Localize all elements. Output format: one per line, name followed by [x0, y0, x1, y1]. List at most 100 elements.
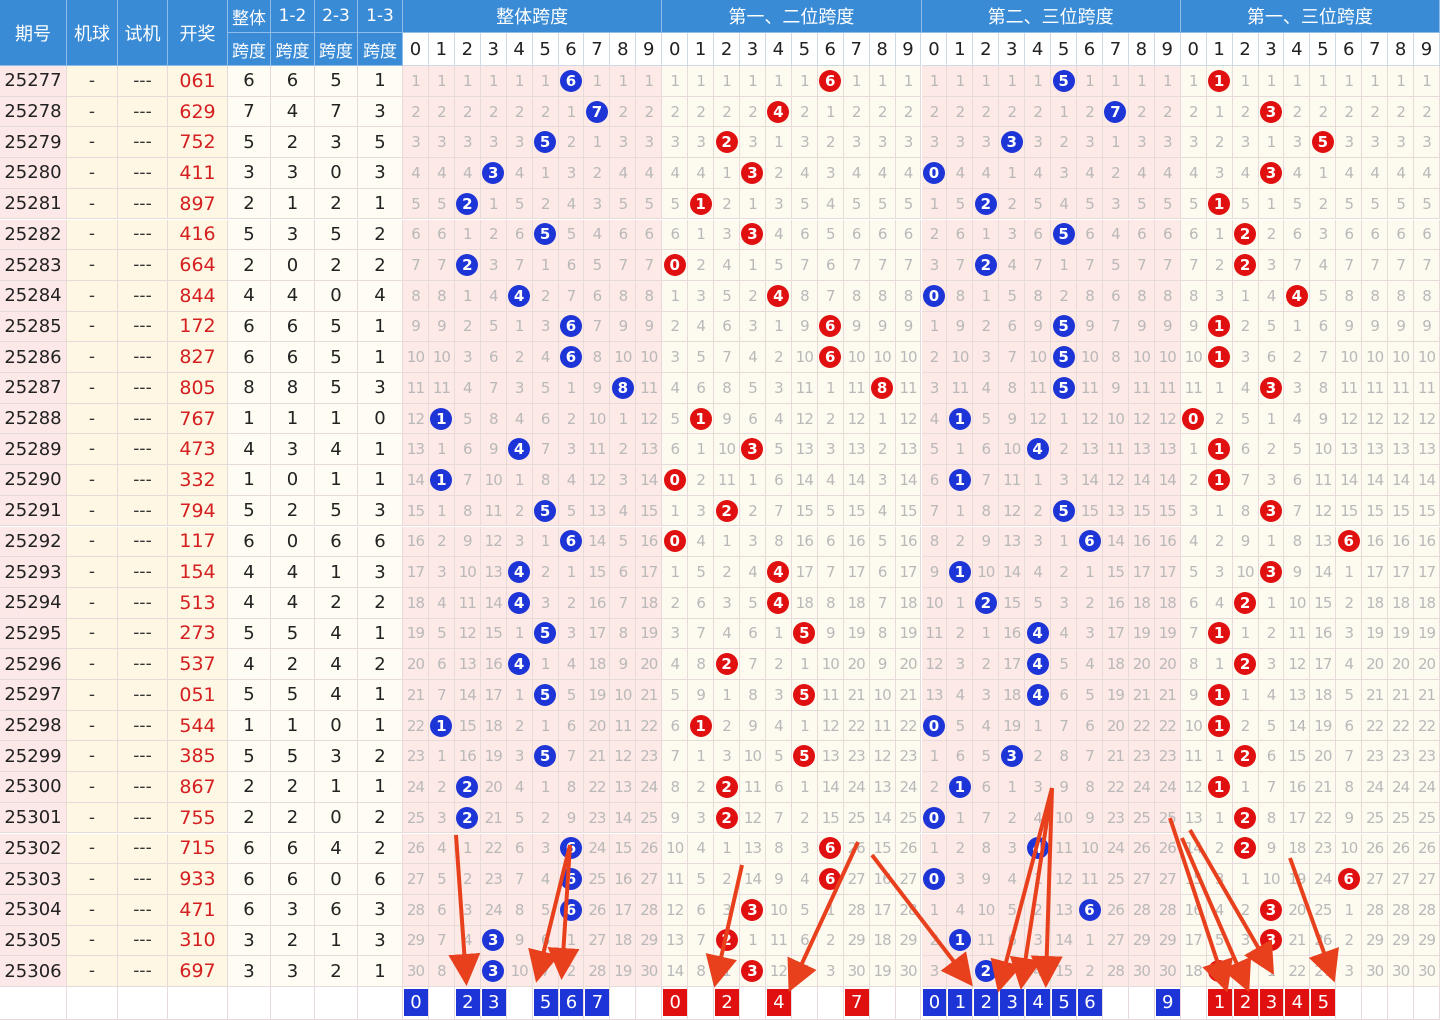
miss-cell: 1 [1310, 158, 1337, 189]
miss-cell: 4 [765, 403, 792, 435]
trial: --- [118, 495, 168, 527]
miss-cell: 30 [1154, 956, 1181, 987]
miss-cell: 8 [532, 465, 559, 496]
miss-cell: 3 [869, 127, 896, 159]
miss-cell: 5 [1310, 280, 1337, 312]
footer-blank [817, 987, 844, 1020]
hit-ball: 1 [948, 561, 971, 584]
hit-ball: 3 [741, 438, 764, 461]
miss-cell: 19 [1154, 618, 1181, 650]
miss-cell: 6 [817, 250, 844, 281]
hit-ball: 5 [534, 622, 557, 645]
miss-cell: 1 [1388, 66, 1415, 97]
miss-cell: 2 [1025, 741, 1052, 773]
miss-cell: 14 [610, 802, 637, 834]
miss-cell: 11 [714, 465, 741, 496]
miss-cell: 7 [999, 342, 1026, 373]
hit-ball: 1 [1208, 468, 1231, 491]
miss-cell: 1 [765, 127, 792, 159]
miss-cell: 13 [1077, 434, 1103, 466]
ball: - [67, 925, 118, 957]
miss-cell: 10 [765, 894, 792, 926]
miss-cell: 2 [1206, 250, 1233, 281]
hit-ball: 8 [871, 376, 894, 399]
draw: 273 [168, 618, 228, 650]
hit-ball: 2 [974, 591, 997, 614]
miss-cell: 2 [532, 557, 559, 588]
miss-cell: 1 [506, 311, 533, 343]
miss-cell: 5 [843, 188, 870, 220]
miss-cell: 5 [999, 280, 1026, 312]
miss-cell: 3 [1232, 127, 1259, 159]
miss-cell: 21 [1284, 925, 1311, 957]
miss-cell: 1 [1336, 557, 1363, 588]
miss-cell: 8 [610, 618, 637, 650]
miss-cell: 2 [765, 649, 792, 680]
issue: 25279 [0, 127, 67, 159]
miss-cell: 9 [869, 649, 896, 680]
hit-cell: 2 [714, 802, 741, 834]
miss-cell: 12 [999, 495, 1026, 527]
span: 1 [358, 710, 403, 742]
miss-cell: 2 [506, 342, 533, 373]
miss-cell: 1 [688, 219, 715, 251]
miss-cell: 23 [843, 741, 870, 773]
span: 1 [358, 311, 403, 343]
miss-cell: 6 [1180, 587, 1207, 619]
miss-cell: 2 [610, 434, 637, 466]
miss-cell: 10 [403, 342, 429, 373]
miss-cell: 2 [740, 96, 766, 128]
miss-cell: 14 [740, 864, 766, 895]
miss-cell: 8 [1077, 280, 1103, 312]
span: 1 [358, 956, 403, 987]
miss-cell: 16 [1284, 772, 1311, 803]
miss-cell: 8 [921, 526, 948, 558]
draw: 844 [168, 280, 228, 312]
hit-ball: 6 [819, 346, 842, 369]
issue: 25283 [0, 250, 67, 281]
miss-cell: 5 [610, 188, 637, 220]
miss-cell: 17 [636, 557, 663, 588]
miss-cell: 7 [688, 925, 715, 957]
miss-cell: 27 [1388, 864, 1415, 895]
miss-cell: 9 [714, 403, 741, 435]
footer-blank [506, 987, 533, 1020]
hit-ball: 3 [482, 960, 505, 983]
miss-cell: 8 [1388, 280, 1415, 312]
miss-cell: 26 [1310, 925, 1337, 957]
miss-cell: 14 [1310, 557, 1337, 588]
miss-cell: 21 [1154, 680, 1181, 711]
miss-cell: 2 [714, 710, 741, 742]
hit-ball: 2 [456, 775, 479, 798]
ball: - [67, 158, 118, 189]
miss-cell: 3 [610, 465, 637, 496]
miss-cell: 8 [1362, 280, 1389, 312]
hit-cell: 5 [532, 618, 559, 650]
miss-cell: 12 [1077, 403, 1103, 435]
column-header: 试机 [118, 0, 168, 66]
hit-cell: 5 [791, 618, 818, 650]
miss-cell: 1 [1051, 96, 1078, 128]
span: 6 [228, 864, 271, 895]
hit-cell: 1 [688, 188, 715, 220]
miss-cell: 3 [1206, 158, 1233, 189]
miss-cell: 24 [1154, 772, 1181, 803]
miss-cell: 1 [428, 495, 455, 527]
span: 2 [358, 741, 403, 773]
miss-cell: 3 [1206, 280, 1233, 312]
miss-cell: 1 [1258, 188, 1285, 220]
miss-cell: 3 [454, 127, 481, 159]
miss-cell: 13 [1154, 434, 1181, 466]
miss-cell: 5 [1388, 188, 1415, 220]
hit-ball: 5 [534, 223, 557, 246]
miss-cell: 8 [973, 833, 1000, 865]
miss-cell: 21 [1362, 680, 1389, 711]
ball: - [67, 680, 118, 711]
miss-cell: 10 [869, 342, 896, 373]
hit-cell: 3 [480, 158, 507, 189]
hit-ball: 0 [922, 806, 945, 829]
footer-blank [1362, 987, 1389, 1020]
issue: 25280 [0, 158, 67, 189]
miss-cell: 7 [1180, 618, 1207, 650]
miss-cell: 16 [584, 587, 611, 619]
